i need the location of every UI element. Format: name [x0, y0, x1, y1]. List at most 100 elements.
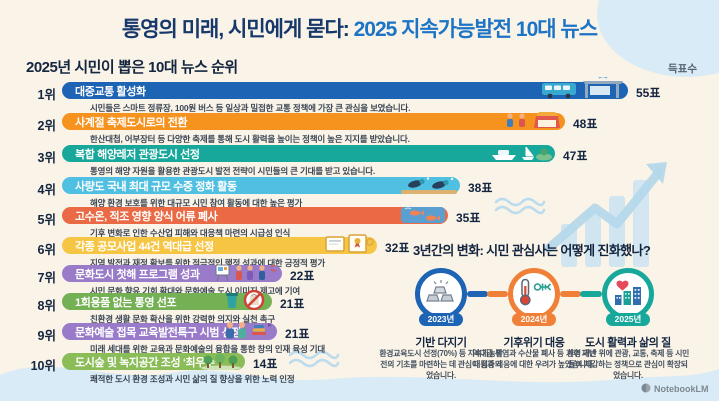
stage-year-badge: 2023년 [419, 313, 463, 326]
news-rank-row: 9위 문화예술 접목 교육발전특구 시범 선정 21표 미래 세대를 위한 교육… [0, 320, 719, 363]
rank-label: 6위 [37, 243, 56, 257]
rank-bar: 각종 공모사업 44건 역대급 선정 [62, 234, 377, 254]
stage-description: 환경 기반 위에 관광, 교통, 축제 등 시민들이 체감하는 정책으로 관심이… [566, 349, 690, 381]
rank-bar: 문화예술 접목 교육발전특구 시범 선정 [62, 320, 277, 340]
stage-description: 환경교육도시 선정(70%) 등 지속가능발전의 기초를 마련하는 데 관심이 … [379, 349, 503, 381]
fish-illustration [401, 206, 445, 224]
stage-description: 역대급 폭염과 수산물 폐사 등 기후 재난 대응과 적응에 대한 우려가 높았… [472, 349, 596, 370]
rank-label: 5위 [37, 213, 56, 227]
notebooklm-logo-icon [641, 383, 651, 395]
news-rank-row: 2위 사계절 축제도시로의 전환 48표 한산대첩, 어부장터 등 다양한 축제… [0, 110, 719, 153]
rank-label: 1위 [37, 88, 56, 102]
rank-bar: 사량도 국내 최대 규모 수중 정화 활동 [62, 177, 460, 194]
rank-label: 10위 [30, 359, 56, 373]
news-rank-row: 5위 고수온, 적조 영향 양식 어류 폐사 35표 기후 변화로 인한 수산업… [0, 207, 719, 247]
rank-description: 지역 발전과 재정 확보를 위한 적극적인 행정 성과에 대한 긍정적 평가 [90, 258, 325, 268]
news-rank-row: 6위 각종 공모사업 44건 역대급 선정 32표 지역 발전과 재정 확보를 … [0, 234, 719, 277]
votes-count-label: 32표 [385, 241, 410, 255]
votes-count-label: 38표 [468, 181, 493, 195]
rank-bar-title: 사계절 축제도시로의 전환 [75, 116, 188, 129]
rank-bar: 도시숲 및 녹지공간 조성 ‘최우수’ [62, 353, 245, 371]
stage-year-badge: 2025년 [606, 313, 650, 326]
squiggle-decoration [494, 197, 546, 215]
festival-illustration [502, 110, 562, 130]
certificates-illustration [324, 234, 374, 254]
bottom-wave-decoration [0, 366, 719, 401]
news-rank-row: 8위 1회용품 없는 통영 선포 21표 친환경 생활 문화 확산을 위한 강력… [0, 289, 719, 333]
rank-description: 시민들은 스마트 정류장, 100원 버스 등 일상과 밀접한 교통 정책에 가… [90, 103, 411, 113]
news-rank-row: 7위 문화도시 첫해 프로그램 성과 22표 시민 문화 향유 기회 확대와 문… [0, 264, 719, 305]
rank-label: 2위 [37, 119, 56, 133]
votes-axis-label: 득표수 [668, 63, 697, 75]
votes-count-label: 21표 [280, 297, 305, 311]
rank-bar: 대중교통 활성화 [62, 75, 628, 99]
news-rank-row: 3위 복합 해양레저 관광도시 선정 47표 통영의 해양 자원을 활용한 관광… [0, 145, 719, 185]
stage-connector [560, 291, 581, 297]
page-title-prefix: 통영의 미래, 시민에게 묻다: [121, 18, 350, 41]
rank-bar-title: 문화도시 첫해 프로그램 성과 [75, 268, 200, 281]
stage-circle-2024 [508, 268, 560, 320]
urban-forest-illustration [200, 353, 242, 371]
culture-program-illustration [215, 264, 279, 282]
rank-bar-title: 1회용품 없는 통영 선포 [75, 296, 177, 309]
stage-connector [487, 291, 508, 297]
rank-description: 쾌적한 도시 환경 조성과 시민 삶의 질 향상을 위한 노력 인정 [90, 374, 295, 384]
news-rank-row: 1위 대중교통 활성화 55표 시민들은 스마트 정류장, 100원 버스 등 … [0, 75, 719, 122]
news-rank-row: 4위 사량도 국내 최대 규모 수중 정화 활동 38표 해양 환경 보호를 위… [0, 177, 719, 217]
rank-bar-title: 대중교통 활성화 [75, 85, 146, 98]
rank-label: 4위 [37, 183, 56, 197]
rank-description: 해양 환경 보호를 위한 대규모 시민 참여 활동에 대한 높은 평가 [90, 198, 303, 208]
votes-count-label: 14표 [253, 357, 278, 371]
votes-count-label: 48표 [573, 117, 598, 131]
rank-bar: 사계절 축제도시로의 전환 [62, 110, 565, 130]
evolution-heading: 3년간의 변화: 시민 관심사는 어떻게 진화했나? [413, 243, 651, 258]
rank-description: 한산대첩, 어부장터 등 다양한 축제를 통해 도시 활력을 높이는 정책이 높… [90, 134, 410, 144]
rank-label: 7위 [37, 271, 56, 285]
rank-label: 9위 [37, 329, 56, 343]
ranking-section-heading: 2025년 시민이 뽑은 10대 뉴스 순위 [26, 59, 238, 76]
rank-bar-title: 각종 공모사업 44건 역대급 선정 [75, 240, 214, 253]
stage-connector [467, 291, 488, 297]
stage-circle-2023 [415, 268, 467, 320]
rank-bar-title: 사량도 국내 최대 규모 수중 정화 활동 [75, 180, 237, 193]
votes-count-label: 22표 [290, 269, 315, 283]
marina-boats-illustration [490, 144, 552, 162]
stage-connector [580, 291, 602, 297]
rank-description: 미래 세대를 위한 교육과 문화예술의 융합을 통한 창의 인재 육성 기대 [90, 344, 325, 354]
rank-description: 친환경 생활 문화 확산을 위한 강력한 의지와 실천 촉구 [90, 314, 275, 324]
rank-description: 통영의 해양 자원을 활용한 관광도시 발전 전략이 시민들의 큰 기대를 받고… [90, 166, 376, 176]
no-disposables-illustration [223, 289, 269, 311]
votes-count-label: 55표 [636, 86, 661, 100]
rank-description: 기후 변화로 인한 수산업 피해와 대응책 마련의 시급성 인식 [90, 228, 291, 238]
squiggle-decoration [288, 350, 340, 368]
rank-bar-title: 복합 해양레저 관광도시 선정 [75, 148, 200, 161]
heart-city-icon [612, 278, 644, 311]
page-title: 통영의 미래, 시민에게 묻다: 2025 지속가능발전 10대 뉴스 [0, 13, 719, 43]
watermark: NotebookLM [641, 383, 709, 395]
rank-bar-title: 고수온, 적조 영향 양식 어류 폐사 [75, 210, 218, 223]
rank-label: 3위 [37, 151, 56, 165]
rank-bar-title: 문화예술 접목 교육발전특구 시범 선정 [75, 326, 242, 339]
stage-circle-2025 [602, 268, 654, 320]
bus-stop-illustration [541, 75, 625, 99]
scuba-divers-illustration [401, 176, 457, 194]
votes-count-label: 21표 [285, 327, 310, 341]
page-title-highlight: 2025 지속가능발전 10대 뉴스 [353, 18, 598, 41]
rank-description: 시민 문화 향유 기회 확대와 문화예술 도시 이미지 제고에 기여 [90, 286, 300, 296]
stage-title: 기후위기 대응 [503, 337, 565, 349]
rank-bar: 문화도시 첫해 프로그램 성과 [62, 264, 282, 282]
rank-bar: 고수온, 적조 영향 양식 어류 폐사 [62, 207, 448, 224]
rank-label: 8위 [37, 299, 56, 313]
growth-chart-decoration [544, 162, 667, 267]
stage-title: 도시 활력과 삶의 질 [585, 337, 671, 349]
watermark-text: NotebookLM [654, 384, 709, 394]
stage-year-badge: 2024년 [512, 313, 556, 326]
votes-count-label: 47표 [563, 149, 588, 163]
news-rank-row: 10위 도시숲 및 녹지공간 조성 ‘최우수’ 14표 쾌적한 도시 환경 조성… [0, 353, 719, 393]
rank-bar: 복합 해양레저 관광도시 선정 [62, 145, 555, 162]
stage-title: 기반 다지기 [415, 337, 467, 349]
gold-ingots-icon [426, 279, 456, 310]
education-illustration [220, 320, 274, 340]
rank-bar-title: 도시숲 및 녹지공간 조성 ‘최우수’ [75, 356, 218, 369]
